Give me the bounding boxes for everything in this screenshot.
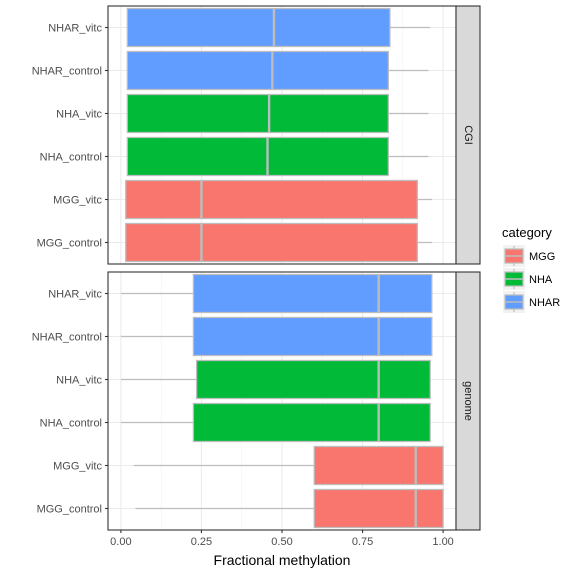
box-nha-vitc [120, 359, 431, 400]
facet-panel-cgi: NHAR_vitc NHAR_control NHA_vitc NHA_control… [32, 5, 481, 265]
x-tick-label: 1.00 [432, 536, 453, 548]
box-body [192, 402, 431, 443]
y-tick-label: MGG_control [37, 504, 102, 516]
facet-strip-label: CGI [462, 125, 474, 145]
box-body [192, 273, 433, 314]
box-mgg-control [125, 222, 432, 263]
legend-title: category [502, 225, 552, 240]
facet-strip [455, 5, 481, 265]
y-tick-label: NHAR_vitc [48, 289, 102, 301]
box-body [195, 359, 431, 400]
box-body [125, 222, 418, 263]
y-tick-label: MGG_control [37, 238, 102, 250]
legend-label: NHA [529, 274, 553, 286]
box-body [126, 50, 389, 91]
legend-label: NHAR [529, 297, 560, 309]
y-tick-label: NHA_vitc [56, 375, 102, 387]
y-tick-label: MGG_vitc [53, 461, 102, 473]
box-nha-control [120, 402, 431, 443]
box-nhar-control [126, 50, 429, 91]
box-nhar-vitc [120, 273, 433, 314]
box-nha-vitc [126, 93, 429, 134]
legend: category MGG NHA NHAR [502, 225, 560, 313]
y-tick-label: NHA_control [40, 152, 102, 164]
box-body [126, 7, 391, 48]
facet-panel-genome: NHAR_vitc NHAR_control NHA_vitc NHA_control… [32, 271, 481, 531]
legend-label: MGG [529, 251, 555, 263]
y-tick-label: NHAR_control [32, 332, 102, 344]
facet-strip-label: genome [462, 381, 474, 421]
box-body [125, 179, 418, 220]
y-tick-label: NHAR_vitc [48, 23, 102, 35]
box-mgg-control [135, 488, 444, 529]
x-tick-label: 0.75 [352, 536, 373, 548]
box-body [192, 316, 433, 357]
legend-item-nha: NHA [503, 268, 553, 290]
box-body [126, 136, 389, 177]
box-body [313, 445, 444, 486]
box-nhar-vitc [126, 7, 431, 48]
box-mgg-vitc [125, 179, 432, 220]
box-mgg-vitc [133, 445, 444, 486]
y-tick-label: NHA_vitc [56, 109, 102, 121]
y-tick-label: NHAR_control [32, 66, 102, 78]
box-nhar-control [120, 316, 433, 357]
x-tick-label: 0.25 [191, 536, 212, 548]
y-tick-label: MGG_vitc [53, 195, 102, 207]
box-body [126, 93, 389, 134]
x-tick-label: 0.00 [110, 536, 131, 548]
legend-item-mgg: MGG [503, 245, 555, 267]
y-tick-label: NHA_control [40, 418, 102, 430]
legend-item-nhar: NHAR [503, 291, 560, 313]
x-axis-title: Fractional methylation [214, 552, 351, 568]
x-tick-label: 0.50 [271, 536, 292, 548]
box-body [313, 488, 444, 529]
box-nha-control [126, 136, 429, 177]
facet-strip [455, 271, 481, 531]
